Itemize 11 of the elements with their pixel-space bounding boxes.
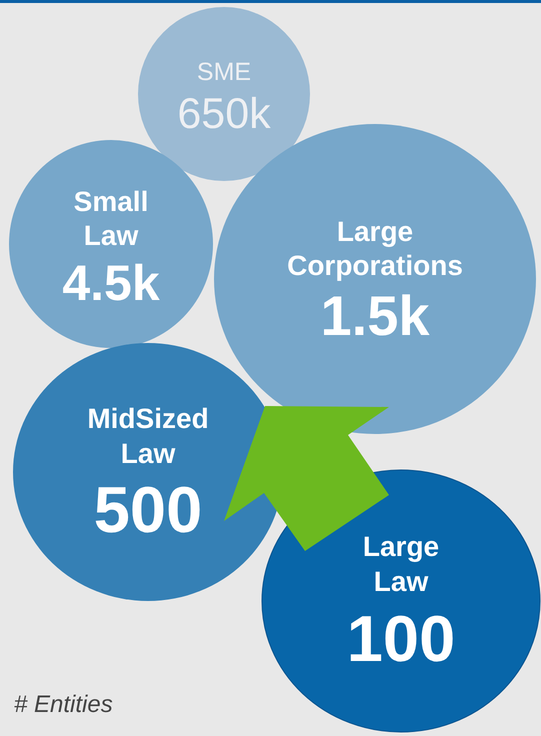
category-label: Small Law — [74, 186, 148, 251]
data-label: 100 — [346, 602, 456, 675]
data-label: 1.5k — [320, 284, 430, 347]
category-label: Large Corporations — [287, 216, 463, 281]
category-label: Large Law — [362, 531, 440, 597]
data-label: 4.5k — [62, 255, 160, 311]
category-label: MidSized Law — [87, 403, 209, 469]
text: # Entities — [14, 691, 113, 718]
category-label: SME — [196, 58, 252, 86]
data-label: 650k — [177, 90, 272, 138]
data-label: 500 — [94, 473, 202, 546]
